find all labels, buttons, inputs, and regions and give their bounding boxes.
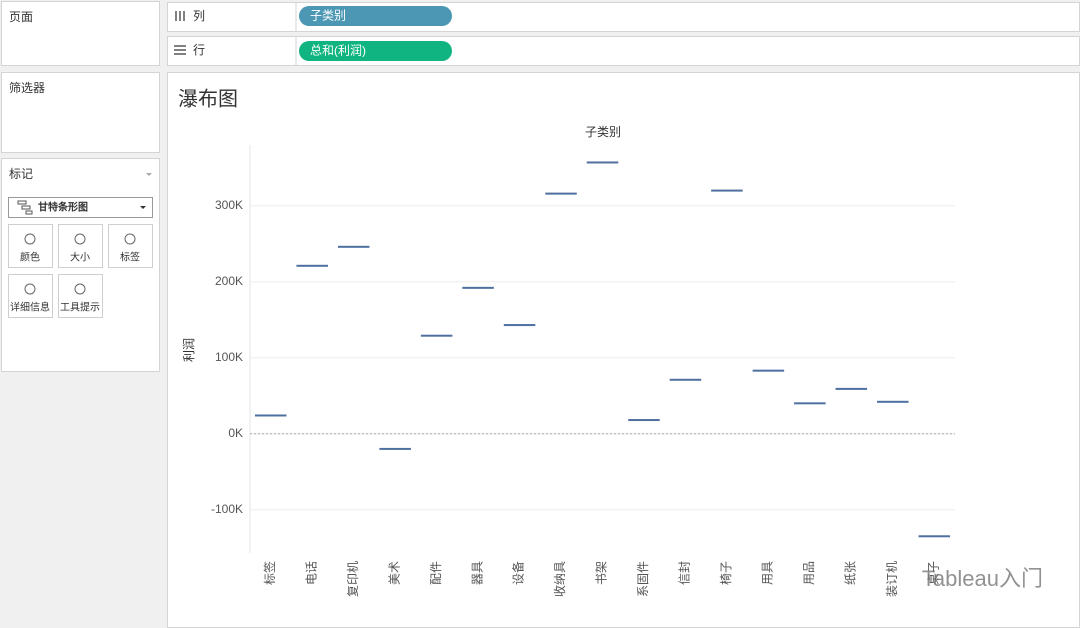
mark-card[interactable] xyxy=(58,224,103,268)
gantt-bar xyxy=(669,378,702,381)
y-tick-label: 300K xyxy=(215,198,243,212)
gantt-bar xyxy=(877,400,909,403)
y-tick-label: -100K xyxy=(211,502,243,516)
sheet xyxy=(167,72,1080,628)
filters-title: 筛选器 xyxy=(9,80,45,95)
gantt-bar xyxy=(296,264,328,267)
gantt-bar xyxy=(586,161,619,164)
mark-card[interactable] xyxy=(8,224,53,268)
mark-card-icon xyxy=(24,233,36,245)
mark-card[interactable] xyxy=(8,274,53,318)
sheet-title: 瀑布图 xyxy=(178,87,238,110)
mark-type-dropdown[interactable] xyxy=(8,197,153,218)
y-axis-label: 利润 xyxy=(182,338,196,362)
x-axis-header: 子类别 xyxy=(585,125,621,139)
mark-card[interactable] xyxy=(58,274,103,318)
gantt-bar xyxy=(503,324,536,327)
columns-label: 列 xyxy=(193,9,205,23)
x-tick-label: 信封 xyxy=(678,561,692,585)
mark-card-icon xyxy=(24,283,36,295)
x-tick-label: 纸张 xyxy=(843,561,857,585)
mark-card-label: 详细信息 xyxy=(10,301,50,314)
mark-card[interactable] xyxy=(108,224,153,268)
rows-icon xyxy=(174,45,186,55)
gantt-bar xyxy=(379,447,411,450)
rows-pill-label: 总和(利润) xyxy=(310,44,366,58)
y-tick-label: 200K xyxy=(215,274,243,288)
x-tick-label: 收纳具 xyxy=(553,561,567,597)
mark-type-label: 甘特条形图 xyxy=(38,201,88,214)
gantt-bar xyxy=(628,419,660,422)
marks-title: 标记 xyxy=(9,167,33,181)
pages-panel xyxy=(1,1,160,66)
gantt-bar xyxy=(918,535,951,538)
marks-menu-arrow[interactable] xyxy=(146,173,152,176)
rows-pill[interactable] xyxy=(299,41,452,61)
columns-pill[interactable] xyxy=(299,6,452,26)
x-tick-label: 美术 xyxy=(387,561,401,585)
mark-card-label: 工具提示 xyxy=(60,302,100,314)
mark-card-label: 大小 xyxy=(70,251,90,264)
x-tick-label: 标签 xyxy=(262,561,277,585)
x-tick-label: 用具 xyxy=(761,561,775,585)
y-tick-label: 0K xyxy=(228,426,243,440)
gantt-icon xyxy=(17,200,33,215)
filters-panel xyxy=(1,72,160,153)
gantt-bar xyxy=(462,286,494,289)
mark-card-icon xyxy=(74,283,86,295)
mark-card-icon xyxy=(124,233,136,245)
x-tick-label: 器具 xyxy=(470,561,484,585)
gantt-bar xyxy=(794,402,826,405)
gantt-bar xyxy=(711,189,743,192)
gantt-bar xyxy=(835,387,868,390)
x-tick-label: 电话 xyxy=(304,561,318,585)
x-tick-label: 设备 xyxy=(512,561,526,585)
x-tick-label: 桌子 xyxy=(926,561,940,585)
x-tick-label: 复印机 xyxy=(346,561,360,597)
x-tick-label: 书架 xyxy=(595,561,609,585)
watermark: Tableau入门 xyxy=(922,566,1043,591)
gantt-bar xyxy=(752,369,785,372)
dropdown-arrow xyxy=(140,206,146,209)
columns-icon xyxy=(175,11,185,21)
gantt-bar xyxy=(254,414,287,417)
pages-title: 页面 xyxy=(9,10,33,24)
x-tick-label: 椅子 xyxy=(719,561,733,585)
rows-label: 行 xyxy=(193,43,205,57)
x-tick-label: 装订机 xyxy=(885,561,899,597)
mark-card-label: 标签 xyxy=(120,251,140,264)
mark-card-icon xyxy=(74,233,86,245)
y-tick-label: 100K xyxy=(215,350,243,364)
x-tick-label: 系固件 xyxy=(636,561,650,597)
gantt-bar xyxy=(337,245,370,248)
columns-pill-label: 子类别 xyxy=(310,9,346,23)
gantt-bar xyxy=(545,192,577,195)
mark-card-label: 颜色 xyxy=(20,251,40,264)
x-tick-label: 配件 xyxy=(429,561,443,585)
gantt-bar xyxy=(420,334,453,337)
x-tick-label: 用品 xyxy=(802,561,816,585)
